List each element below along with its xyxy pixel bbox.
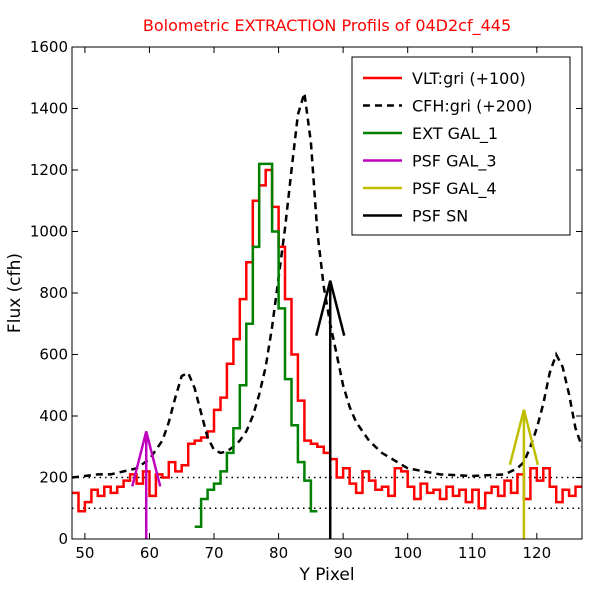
legend-label: VLT:gri (+100): [412, 69, 526, 88]
x-tick-label: 120: [522, 544, 551, 562]
x-tick-label: 50: [75, 544, 94, 562]
chart-title: Bolometric EXTRACTION Profils of 04D2cf_…: [143, 16, 511, 36]
legend-entry-psf-sn: PSF SN: [363, 207, 468, 226]
y-tick-label: 1600: [30, 38, 68, 56]
y-tick-label: 1200: [30, 161, 68, 179]
x-tick-label: 110: [458, 544, 487, 562]
legend-box: [351, 56, 571, 236]
legend-label: EXT GAL_1: [412, 124, 498, 144]
reference-lines: [72, 476, 582, 509]
x-axis: 50 60 70 80 90 100 110 120: [75, 47, 551, 562]
y-axis: 0 200 400 600 800 1000 1200 1400 1600: [30, 38, 582, 548]
y-tick-label: 400: [39, 407, 68, 425]
legend-label: CFH:gri (+200): [412, 97, 533, 116]
legend-label: PSF SN: [412, 207, 468, 226]
x-tick-label: 90: [334, 544, 353, 562]
legend-label: PSF GAL_3: [412, 152, 497, 172]
y-axis-label: Flux (cfh): [5, 253, 25, 333]
marker-psf-gal-4: [508, 409, 540, 539]
y-tick-label: 800: [39, 284, 68, 302]
legend-entry-ext-gal-1: EXT GAL_1: [363, 124, 498, 144]
x-tick-label: 100: [393, 544, 422, 562]
x-axis-label: Y Pixel: [298, 565, 354, 585]
y-tick-label: 600: [39, 346, 68, 364]
marker-psf-gal-3: [131, 431, 162, 539]
y-tick-label: 0: [58, 530, 68, 548]
legend-entry-cfh-gri-200-: CFH:gri (+200): [363, 97, 533, 116]
x-tick-label: 80: [269, 544, 288, 562]
y-tick-label: 1000: [30, 223, 68, 241]
legend-entry-psf-gal-4: PSF GAL_4: [363, 179, 497, 199]
legend: VLT:gri (+100) CFH:gri (+200) EXT GAL_1 PSF…: [351, 56, 571, 236]
legend-entry-vlt-gri-100-: VLT:gri (+100): [363, 69, 526, 88]
legend-label: PSF GAL_4: [412, 179, 497, 199]
x-tick-label: 70: [204, 544, 223, 562]
y-tick-label: 200: [39, 469, 68, 487]
marker-psf-sn: [315, 280, 346, 539]
legend-entry-psf-gal-3: PSF GAL_3: [363, 152, 497, 172]
y-tick-label: 1400: [30, 100, 68, 118]
marker-layer: [131, 280, 540, 539]
x-tick-label: 60: [140, 544, 159, 562]
series-line-ext-gal-1: [194, 162, 318, 528]
